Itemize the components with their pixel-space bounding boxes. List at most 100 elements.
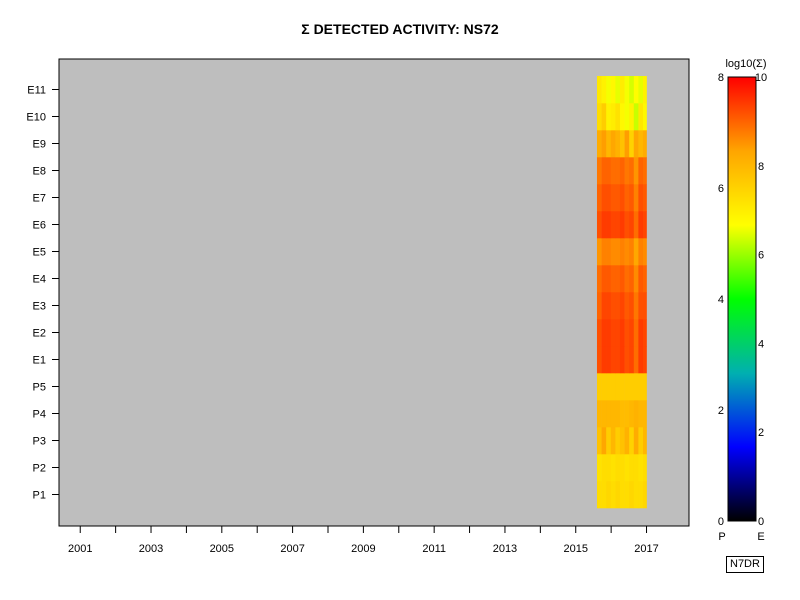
x-tick-label: 2003: [139, 543, 163, 555]
heatmap-cell: [642, 76, 647, 104]
heatmap-cell: [606, 265, 612, 293]
heatmap-cell: [615, 319, 621, 347]
heatmap-cell: [596, 157, 602, 185]
heatmap-cell: [596, 103, 602, 131]
heatmap-cell: [642, 265, 647, 293]
heatmap-cell: [629, 76, 635, 104]
heatmap-cell: [596, 454, 602, 482]
heatmap-cell: [638, 130, 644, 158]
heatmap-cell: [606, 427, 612, 455]
heatmap-cell: [642, 373, 647, 401]
heatmap-cell: [624, 265, 630, 293]
heatmap-cell: [638, 319, 644, 347]
heatmap-cell: [624, 346, 630, 374]
heatmap-cell: [606, 319, 612, 347]
heatmap-cell: [619, 130, 625, 158]
heatmap-cell: [629, 211, 635, 239]
heatmap-cell: [633, 454, 639, 482]
y-tick-label: E11: [27, 85, 46, 97]
y-tick-label: E5: [33, 247, 46, 259]
x-tick-label: 2007: [280, 543, 304, 555]
heatmap-cell: [596, 373, 602, 401]
heatmap-cell: [596, 130, 602, 158]
chart-title: Σ DETECTED ACTIVITY: NS72: [301, 21, 499, 37]
heatmap-cell: [606, 103, 612, 131]
heatmap-cell: [610, 454, 616, 482]
heatmap-cell: [615, 103, 621, 131]
heatmap-cell: [601, 346, 607, 374]
heatmap-cell: [629, 103, 635, 131]
heatmap-cell: [601, 292, 607, 320]
heatmap-cell: [615, 211, 621, 239]
heatmap-cell: [642, 157, 647, 185]
heatmap-cell: [615, 373, 621, 401]
heatmap-cell: [638, 184, 644, 212]
heatmap-cell: [633, 400, 639, 428]
callsign-badge: N7DR: [726, 556, 764, 573]
y-tick-label: E10: [26, 112, 46, 124]
heatmap-cell: [610, 292, 616, 320]
heatmap-cell: [610, 400, 616, 428]
heatmap-cell: [633, 319, 639, 347]
heatmap-cell: [619, 292, 625, 320]
heatmap-cell: [615, 400, 621, 428]
heatmap-cell: [615, 454, 621, 482]
heatmap-cell: [610, 373, 616, 401]
x-tick-label: 2001: [68, 543, 92, 555]
heatmap-cell: [596, 400, 602, 428]
heatmap-cell: [615, 157, 621, 185]
x-tick-label: 2009: [351, 543, 375, 555]
x-tick-label: 2005: [210, 543, 234, 555]
y-axis: P1 P2 P3 P4 P5 E1 E2 E3 E4 E5 E6 E7 E8 E9 E10 E11: [26, 85, 59, 502]
heatmap-cell: [642, 427, 647, 455]
heatmap-cell: [642, 481, 647, 509]
heatmap-cell: [606, 130, 612, 158]
x-tick-label: 2015: [563, 543, 587, 555]
heatmap-cell: [633, 184, 639, 212]
heatmap-cell: [638, 400, 644, 428]
heatmap-cell: [642, 103, 647, 131]
heatmap-cell: [606, 238, 612, 266]
heatmap-cell: [624, 481, 630, 509]
heatmap-cell: [629, 184, 635, 212]
heatmap-cell: [601, 481, 607, 509]
y-tick-label: P5: [33, 382, 46, 394]
heatmap-cell: [619, 211, 625, 239]
heatmap-cell: [638, 76, 644, 104]
heatmap-cell: [596, 346, 602, 374]
x-tick-label: 2011: [422, 543, 446, 555]
colorbar-e-tick-label: 6: [758, 250, 764, 262]
heatmap-cell: [629, 238, 635, 266]
heatmap-cell: [624, 454, 630, 482]
heatmap-cell: [633, 373, 639, 401]
heatmap-cell: [610, 130, 616, 158]
heatmap-cell: [619, 238, 625, 266]
heatmap-cell: [619, 103, 625, 131]
heatmap-cell: [615, 76, 621, 104]
heatmap-cell: [601, 211, 607, 239]
heatmap-cell: [629, 481, 635, 509]
y-tick-label: P4: [33, 409, 46, 421]
colorbar-gradient: [727, 76, 757, 522]
heatmap-cell: [596, 184, 602, 212]
heatmap-cells: [596, 76, 647, 509]
heatmap-cell: [619, 454, 625, 482]
heatmap-cell: [610, 103, 616, 131]
heatmap-cell: [642, 346, 647, 374]
y-tick-label: P3: [33, 436, 46, 448]
heatmap-cell: [619, 481, 625, 509]
plot-area: [59, 59, 689, 526]
y-tick-label: E9: [33, 139, 46, 151]
heatmap-cell: [638, 211, 644, 239]
heatmap-cell: [615, 265, 621, 293]
colorbar-p-tick-label: 0: [718, 516, 724, 528]
heatmap-cell: [638, 346, 644, 374]
heatmap-cell: [606, 400, 612, 428]
heatmap-cell: [601, 238, 607, 266]
plot-frame: [58, 58, 690, 527]
heatmap-cell: [624, 400, 630, 428]
y-tick-label: E3: [33, 301, 46, 313]
heatmap-cell: [642, 319, 647, 347]
colorbar-p-tick-label: 8: [718, 72, 724, 84]
heatmap-cell: [624, 184, 630, 212]
